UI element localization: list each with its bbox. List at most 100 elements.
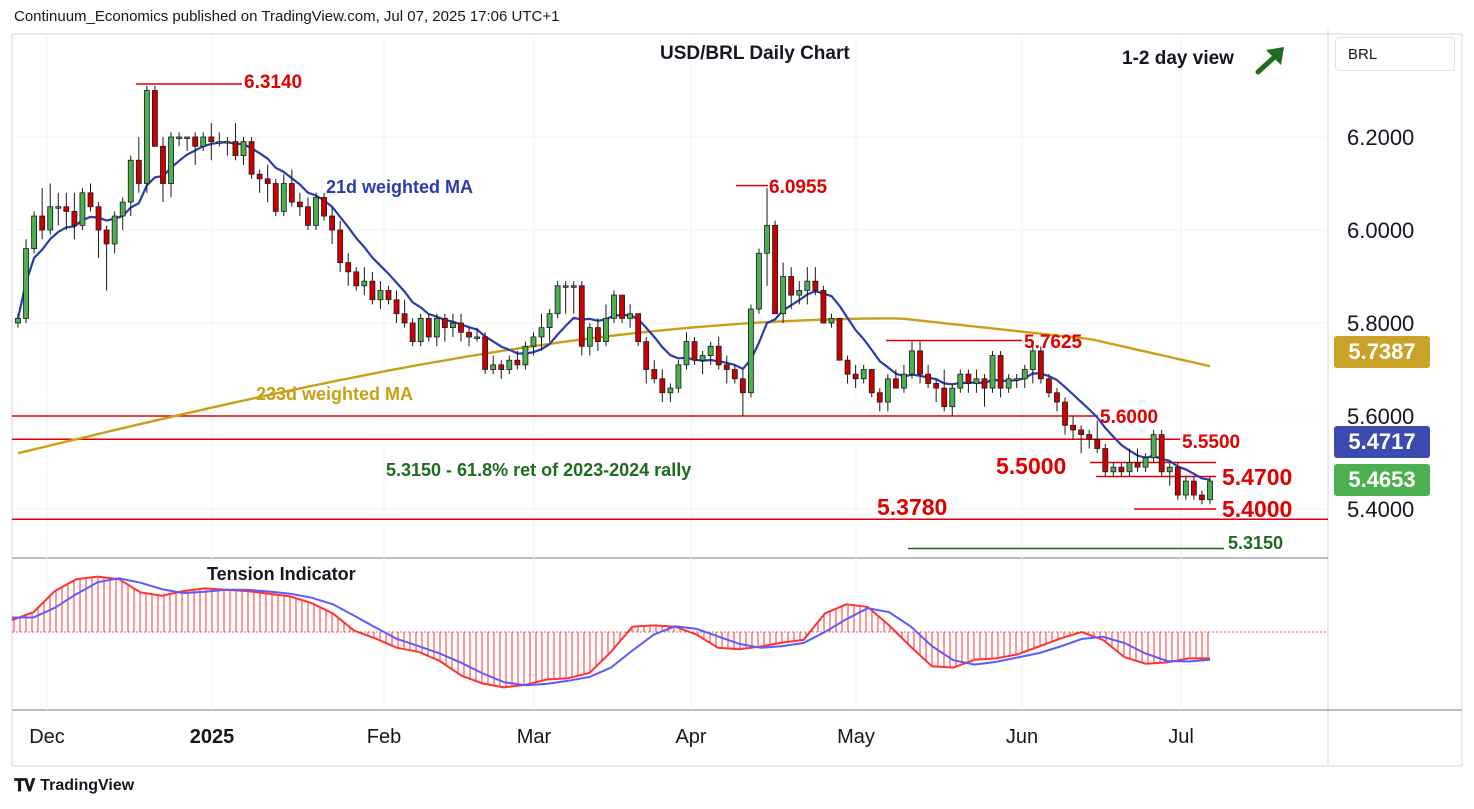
candle-body [611, 294, 617, 319]
candle-body [31, 215, 38, 250]
x-tick-label: Jul [1168, 726, 1194, 748]
candle-body [361, 280, 368, 287]
candle-body [965, 373, 972, 384]
candle-body [95, 206, 102, 231]
ma233-line [17, 317, 1211, 455]
candle-body [748, 308, 754, 394]
candle-body [337, 229, 344, 263]
candle-body [909, 350, 915, 375]
candle-body [417, 317, 424, 343]
label-5-3780: 5.3780 [877, 494, 947, 520]
candle-body [103, 229, 110, 245]
x-tick-label: 2025 [190, 726, 235, 748]
candle-body [143, 90, 150, 184]
label-5-4000: 5.4000 [1222, 496, 1292, 522]
y-tick-label: 5.4000 [1347, 497, 1414, 522]
candle-body [949, 387, 956, 408]
candle-body [208, 136, 215, 143]
candle-body [79, 192, 86, 226]
candle-body [168, 136, 174, 184]
candle-body [385, 290, 392, 301]
candle-body [47, 206, 54, 231]
x-tick-label: Feb [367, 726, 401, 748]
footer-brand[interactable]: 𝐓𝐕 TradingView [14, 776, 134, 796]
y-tick-label: 6.0000 [1347, 218, 1414, 243]
ma21-label: 21d weighted MA [326, 177, 473, 197]
candle-body [917, 350, 923, 375]
candle-body [643, 341, 650, 370]
candle-body [852, 373, 859, 380]
candle-body [1078, 429, 1085, 436]
candle-body [586, 327, 593, 347]
arrow-up-right-icon [1255, 47, 1284, 75]
tension-title: Tension Indicator [207, 564, 356, 584]
candle-body [812, 280, 819, 291]
candle-body [393, 299, 400, 315]
candle-body [828, 317, 835, 324]
x-tick-label: Apr [675, 726, 706, 748]
candle-body [530, 336, 537, 347]
candle-body [329, 215, 336, 231]
candle-body [87, 192, 94, 208]
candle-body [739, 378, 746, 394]
candle-body [1174, 466, 1181, 496]
candle-body [1166, 466, 1173, 473]
candle-body [756, 252, 762, 310]
candle-body [160, 145, 166, 184]
x-tick-label: Mar [517, 726, 552, 748]
candle-body [482, 336, 489, 370]
candle-body [200, 136, 207, 147]
label-5-7625: 5.7625 [1024, 332, 1083, 353]
candle-body [490, 364, 497, 370]
candle-body [71, 210, 78, 226]
candle-body [522, 345, 529, 366]
candle-body [1054, 392, 1060, 403]
candle-body [772, 224, 778, 315]
candle-body [973, 378, 980, 384]
candle-body [474, 336, 480, 339]
candle-body [272, 183, 279, 212]
candle-body [933, 383, 940, 389]
candle-body [441, 317, 448, 329]
symbol-box[interactable]: BRL [1335, 37, 1455, 71]
candle-body [546, 313, 553, 329]
candle-body [305, 206, 311, 226]
candle-body [667, 387, 674, 394]
candle-body [377, 290, 384, 301]
candle-body [498, 364, 505, 370]
candle-body [111, 215, 118, 245]
candle-body [981, 378, 988, 389]
tradingview-logo-icon: 𝐓𝐕 [14, 776, 35, 795]
chart-title: USD/BRL Daily Chart [660, 43, 850, 64]
candle-body [1070, 424, 1076, 431]
candle-body [715, 345, 722, 366]
candle-body [764, 224, 770, 254]
label-5-3150: 5.3150 [1228, 533, 1283, 553]
candle-body [1021, 369, 1028, 380]
candle-body [820, 290, 827, 324]
tension-line-red [11, 575, 1210, 689]
candle-body [321, 197, 327, 217]
candle-body [804, 280, 811, 291]
candle-body [570, 285, 577, 288]
candle-body [1190, 480, 1197, 496]
candle-body [240, 141, 247, 156]
y-tick-label: 5.8000 [1347, 311, 1414, 336]
candle-body [433, 317, 440, 338]
candle-body [192, 136, 199, 147]
candle-body [1158, 434, 1165, 473]
candle-body [288, 183, 295, 203]
candle-body [1207, 480, 1213, 501]
candle-body [538, 327, 545, 338]
candle-body [264, 178, 271, 184]
candle-body [989, 355, 996, 389]
candle-body [458, 322, 464, 333]
candle-body [248, 141, 255, 175]
candle-body [1086, 434, 1093, 440]
candle-body [63, 206, 70, 212]
label-5-5000: 5.5000 [996, 453, 1066, 479]
candle-body [39, 215, 46, 231]
fib-note: 5.3150 - 61.8% ret of 2023-2024 rally [386, 460, 691, 480]
candle-body [836, 317, 843, 361]
tension-line-blue [12, 577, 1211, 687]
